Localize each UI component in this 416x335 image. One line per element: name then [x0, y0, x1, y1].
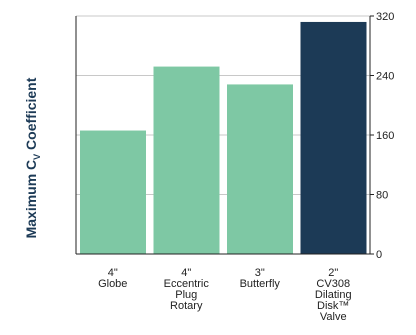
y-axis-label-suffix: Coefficient: [23, 77, 39, 154]
y-tick-label: 240: [376, 71, 394, 83]
bar: [300, 21, 367, 255]
y-tick-label: 320: [376, 11, 394, 23]
bars: [80, 21, 367, 255]
y-tick-label: 80: [376, 190, 388, 202]
y-axis-label: Maximum CV Coefficient: [23, 77, 42, 238]
y-axis-label-subscript: V: [32, 154, 42, 160]
x-category-label-line: Valve: [320, 311, 347, 323]
x-category-label: 3" Butterfly: [240, 267, 281, 290]
x-category-label-line: Globe: [98, 278, 127, 290]
y-tick-label: 160: [376, 130, 394, 142]
y-tick-label: 0: [376, 249, 382, 261]
x-category-label: 4" Eccentric Plug Rotary: [164, 267, 210, 312]
x-category-label-line: 4": [181, 267, 191, 279]
x-category-label: 4" Globe: [98, 267, 127, 290]
y-axis-label-main: Maximum C: [23, 160, 39, 239]
x-category-label-line: 2": [328, 267, 338, 279]
x-category-label: 2" CV308 Dilating Disk™ Valve: [315, 267, 352, 323]
x-category-label-line: Eccentric: [164, 278, 210, 290]
x-category-label-line: Dilating: [315, 289, 352, 301]
bar: [80, 130, 146, 254]
y-tick-labels: 0 80 160 240 320: [376, 11, 394, 261]
x-category-label-line: Rotary: [170, 300, 203, 312]
x-category-label-line: 4": [108, 267, 118, 279]
bar: [153, 66, 220, 254]
x-category-label-line: 3": [255, 267, 265, 279]
x-category-label-line: Plug: [175, 289, 197, 301]
x-category-label-line: Disk™: [317, 300, 349, 312]
x-category-label-line: CV308: [316, 278, 350, 290]
x-category-label-line: Butterfly: [240, 278, 281, 290]
bar: [227, 84, 293, 254]
axes: [75, 15, 374, 255]
